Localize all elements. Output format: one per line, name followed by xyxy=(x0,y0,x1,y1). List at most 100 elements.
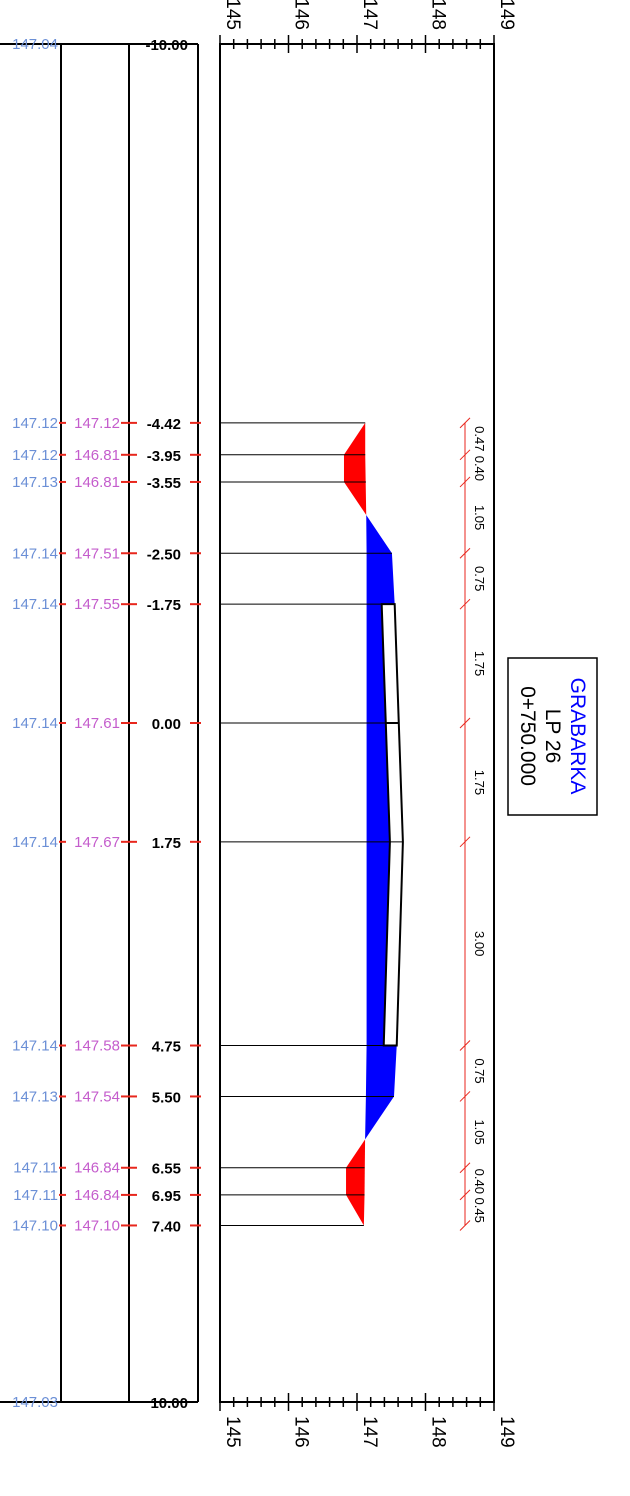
width-dimension-line: 0.47 0.40 1.05 0.75 1.75 1.75 3.00 0.75 1.05 0.40… xyxy=(459,417,487,1231)
cut-area-right xyxy=(346,1139,366,1226)
scale-label: 146 xyxy=(291,0,312,30)
title-lp: LP 26 xyxy=(541,709,564,764)
ground-elevation: 147.14 xyxy=(12,1038,58,1055)
station-offset: -3.55 xyxy=(147,475,181,492)
dimension-width-label: 3.00 xyxy=(472,931,487,956)
scale-label: 147 xyxy=(359,0,380,30)
station-offset: 1.75 xyxy=(152,835,181,852)
ground-elevation: 147.03 xyxy=(12,1394,58,1411)
design-elevation: 147.12 xyxy=(74,415,120,432)
table-row: 147.14 147.58 4.75 xyxy=(12,1038,201,1056)
scale-label: 145 xyxy=(222,0,243,30)
dimension-width-label: 1.75 xyxy=(472,651,487,676)
table-row: 147.14 147.51 -2.50 xyxy=(12,545,201,563)
design-elevation: 147.58 xyxy=(74,1038,120,1055)
table-row: 147.11 146.84 6.95 xyxy=(13,1187,201,1205)
dimension-width-label: 0.40 xyxy=(472,1169,487,1194)
section-title-box: GRABARKA LP 26 0+750.000 xyxy=(507,657,598,816)
table-row: 147.12 146.81 -3.95 xyxy=(12,447,201,465)
design-elevation: 147.54 xyxy=(74,1088,120,1105)
table-row: 147.13 146.81 -3.55 xyxy=(12,474,201,492)
dimension-tick xyxy=(459,476,471,488)
station-offset: 7.40 xyxy=(152,1218,181,1235)
cut-area-left xyxy=(343,422,367,516)
ground-elevation: 147.12 xyxy=(12,415,58,432)
elevation-scale: 145 146 147 148 149 145 146 147 148 149 xyxy=(219,0,517,1448)
table-row: 147.12 147.12 -4.42 xyxy=(12,415,201,433)
dimension-tick xyxy=(459,1189,471,1201)
station-offset: -1.75 xyxy=(147,597,181,614)
dimension-width-label: 1.05 xyxy=(472,505,487,530)
station-offset: -10.00 xyxy=(145,37,188,54)
station-offset: 10.00 xyxy=(150,1395,188,1412)
ground-elevation: 147.13 xyxy=(12,474,58,491)
dimension-tick xyxy=(459,598,471,610)
scale-label: 145 xyxy=(222,1416,243,1448)
table-row: 147.10 147.10 7.40 xyxy=(12,1217,201,1235)
ground-elevation: 147.14 xyxy=(12,596,58,613)
table-row: 147.14 147.61 0.00 xyxy=(12,715,201,733)
ground-elevation: 147.04 xyxy=(12,36,58,53)
station-offset: 0.00 xyxy=(152,716,181,733)
station-offset: -2.50 xyxy=(147,546,181,563)
dimension-tick xyxy=(459,1162,471,1174)
station-offset: -4.42 xyxy=(147,416,181,433)
table-row-top: 147.04 -10.00 xyxy=(12,36,188,54)
ground-elevation: 147.13 xyxy=(12,1088,58,1105)
design-elevation: 147.55 xyxy=(74,596,120,613)
scale-label: 147 xyxy=(359,1416,380,1448)
title-name: GRABARKA xyxy=(566,678,589,795)
design-elevation: 147.10 xyxy=(74,1217,120,1234)
station-leader-lines xyxy=(220,422,403,1226)
table-row: 147.14 147.55 -1.75 xyxy=(12,596,201,614)
design-elevation: 147.51 xyxy=(74,545,120,562)
ground-elevation: 147.14 xyxy=(12,834,58,851)
design-elevation: 147.67 xyxy=(74,834,120,851)
scale-label: 148 xyxy=(428,1416,449,1448)
station-offset: 5.50 xyxy=(152,1089,181,1106)
dimension-width-label: 0.40 xyxy=(472,456,487,481)
ground-elevation: 147.10 xyxy=(12,1217,58,1234)
dimension-tick xyxy=(459,417,471,429)
design-elevation: 146.81 xyxy=(74,474,120,491)
ground-elevation: 147.11 xyxy=(13,1187,58,1204)
ground-elevation: 147.12 xyxy=(12,447,58,464)
design-elevation: 146.84 xyxy=(74,1187,120,1204)
ground-elevation: 147.14 xyxy=(12,715,58,732)
scale-label: 149 xyxy=(496,1416,517,1448)
table-row: 147.13 147.54 5.50 xyxy=(12,1088,201,1106)
dimension-tick xyxy=(459,449,471,461)
title-box-border xyxy=(507,657,598,816)
station-offset: -3.95 xyxy=(147,448,181,465)
design-elevation: 147.61 xyxy=(74,715,120,732)
table-row-bottom: 147.03 10.00 xyxy=(12,1394,188,1412)
dimension-tick xyxy=(459,1040,471,1051)
station-table: 147.04 -10.00 147.12 147.12 -4.42 147.12 146.8… xyxy=(12,36,201,1412)
table-row: 147.14 147.67 1.75 xyxy=(12,834,201,852)
scale-top: 145 146 147 148 149 xyxy=(219,0,517,53)
design-elevation: 146.81 xyxy=(74,447,120,464)
design-elevation: 146.84 xyxy=(74,1160,120,1177)
scale-label: 149 xyxy=(496,0,517,30)
dimension-tick xyxy=(459,547,471,559)
dimension-tick xyxy=(459,1091,471,1102)
station-offset: 4.75 xyxy=(152,1039,181,1056)
ground-elevation: 147.11 xyxy=(13,1160,58,1177)
scale-bottom: 145 146 147 148 149 xyxy=(219,1393,517,1448)
dimension-tick xyxy=(459,1220,471,1231)
table-row: 147.11 146.84 6.55 xyxy=(13,1160,201,1178)
dimension-width-label: 1.05 xyxy=(472,1119,487,1144)
section-shapes xyxy=(343,422,404,1226)
dimension-tick xyxy=(459,717,471,729)
dimension-width-label: 0.45 xyxy=(472,1198,487,1223)
dimension-width-label: 0.47 xyxy=(472,426,487,451)
station-offset: 6.55 xyxy=(152,1161,181,1178)
title-station: 0+750.000 xyxy=(516,686,539,786)
dimension-width-label: 0.75 xyxy=(472,566,487,591)
dimension-tick xyxy=(459,836,471,848)
scale-label: 146 xyxy=(291,1416,312,1448)
scale-label: 148 xyxy=(428,0,449,30)
ground-elevation: 147.14 xyxy=(12,545,58,562)
dimension-width-label: 0.75 xyxy=(472,1058,487,1083)
